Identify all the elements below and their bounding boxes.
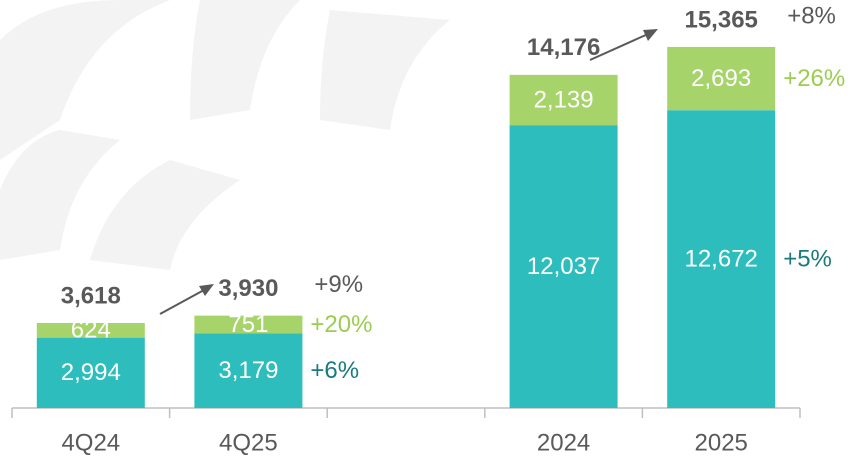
background-decoration bbox=[0, 0, 450, 270]
total-growth-label: +8% bbox=[787, 2, 836, 29]
x-tick-label: 2024 bbox=[537, 429, 590, 456]
x-tick-label: 4Q25 bbox=[219, 429, 278, 456]
bar-segment bbox=[36, 322, 145, 338]
x-tick-label: 4Q24 bbox=[61, 429, 120, 456]
value-label: 751 bbox=[228, 311, 268, 338]
growth-label: +6% bbox=[310, 357, 359, 384]
total-label: 15,365 bbox=[684, 6, 757, 33]
bar-segment bbox=[36, 337, 145, 408]
bar-segment bbox=[194, 333, 303, 408]
bar-segment bbox=[194, 315, 303, 334]
growth-label: +5% bbox=[783, 245, 832, 272]
value-label: 2,693 bbox=[691, 65, 751, 92]
growth-arrows bbox=[159, 29, 658, 315]
value-label: 12,672 bbox=[684, 245, 757, 272]
total-label: 3,930 bbox=[218, 275, 278, 302]
value-label: 624 bbox=[71, 317, 111, 344]
bar-segment bbox=[667, 110, 776, 408]
value-label: 2,139 bbox=[534, 86, 594, 113]
bar-segment bbox=[667, 46, 776, 111]
x-tick-label: 2025 bbox=[695, 429, 748, 456]
bar-segment bbox=[509, 125, 618, 409]
total-label: 14,176 bbox=[527, 34, 600, 61]
growth-label: +20% bbox=[310, 311, 372, 338]
value-label: 2,994 bbox=[61, 359, 121, 386]
total-growth-label: +9% bbox=[314, 271, 363, 298]
growth-label: +26% bbox=[783, 65, 845, 92]
value-label: 3,179 bbox=[218, 357, 278, 384]
bar-segment bbox=[509, 74, 618, 126]
value-label: 12,037 bbox=[527, 253, 600, 280]
total-label: 3,618 bbox=[61, 282, 121, 309]
